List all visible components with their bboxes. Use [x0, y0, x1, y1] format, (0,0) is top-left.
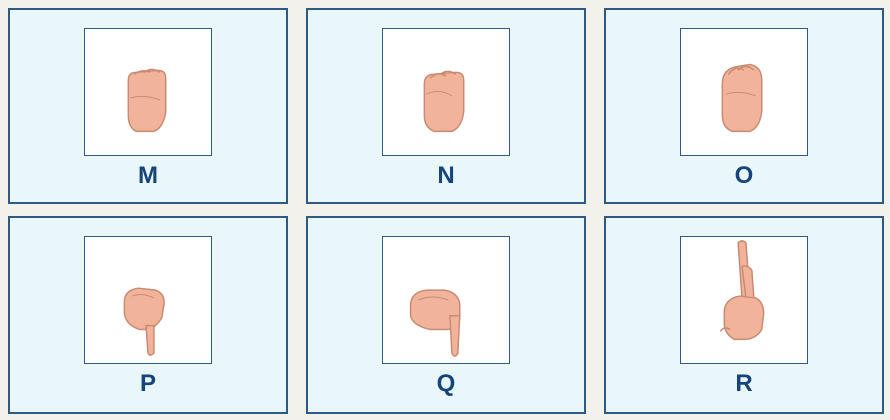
sign-card-r: R [604, 216, 884, 414]
hand-sign-p-icon [123, 287, 165, 356]
sign-card-m: M [8, 8, 288, 204]
hand-sign-image-n [382, 28, 510, 156]
hand-sign-image-o [680, 28, 808, 156]
hand-sign-o-icon [721, 63, 763, 133]
sign-card-q: Q [306, 216, 586, 414]
hand-sign-image-r [680, 236, 808, 364]
sign-card-n: N [306, 8, 586, 204]
hand-sign-image-p [84, 236, 212, 364]
sign-letter-o: O [734, 162, 754, 189]
hand-sign-image-q [382, 236, 510, 364]
sign-letter-r: R [735, 370, 753, 397]
hand-sign-q-icon [409, 289, 461, 357]
sign-card-p: P [8, 216, 288, 414]
hand-sign-m-icon [127, 68, 167, 133]
hand-sign-r-icon [719, 240, 765, 341]
sign-letter-p: P [139, 370, 156, 397]
sign-letter-q: Q [436, 370, 456, 397]
sign-letter-n: N [437, 162, 455, 189]
hand-sign-image-m [84, 28, 212, 156]
sign-letter-m: M [138, 162, 158, 189]
hand-sign-n-icon [423, 70, 465, 133]
sign-card-o: O [604, 8, 884, 204]
